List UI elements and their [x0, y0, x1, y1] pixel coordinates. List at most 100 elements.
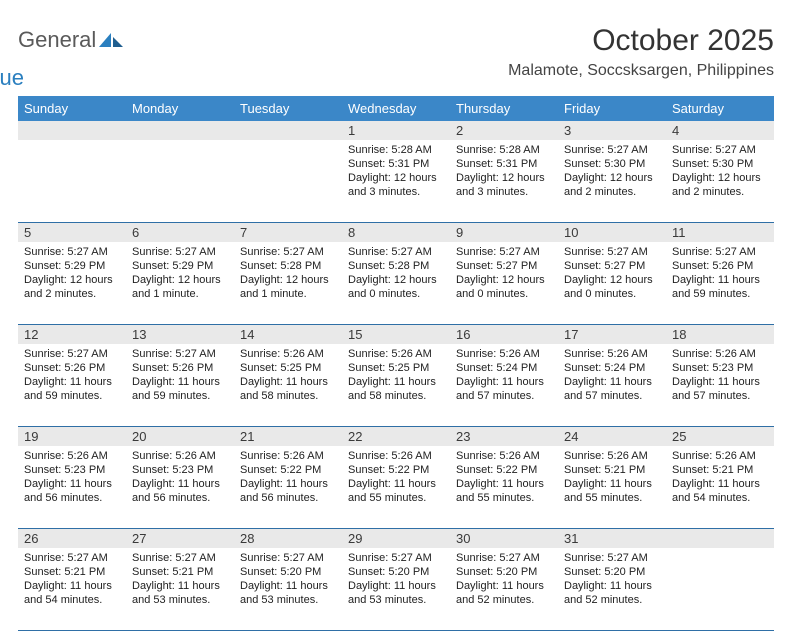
day-info-line: Sunset: 5:22 PM: [456, 463, 552, 477]
day-info-line: Daylight: 11 hours and 59 minutes.: [672, 273, 768, 301]
day-info-line: Sunrise: 5:27 AM: [672, 245, 768, 259]
day-number: 15: [342, 325, 450, 344]
day-info-line: Sunset: 5:30 PM: [564, 157, 660, 171]
day-number: 28: [234, 529, 342, 548]
day-info-line: Daylight: 12 hours and 0 minutes.: [456, 273, 552, 301]
brand-word-2: Blue: [0, 68, 24, 88]
week-row: Sunrise: 5:27 AM Sunset: 5:21 PM Daylight:…: [18, 548, 774, 631]
day-info-line: Sunset: 5:22 PM: [240, 463, 336, 477]
weekday-label: Saturday: [666, 96, 774, 121]
day-info-line: Sunset: 5:20 PM: [240, 565, 336, 579]
day-info-line: Sunset: 5:23 PM: [672, 361, 768, 375]
day-cell: Sunrise: 5:27 AMSunset: 5:28 PMDaylight:…: [234, 242, 342, 324]
weekday-label: Tuesday: [234, 96, 342, 121]
week-row: Sunrise: 5:28 AMSunset: 5:31 PMDaylight:…: [18, 140, 774, 223]
day-info-line: Sunset: 5:29 PM: [132, 259, 228, 273]
daynum-row: 1234: [18, 121, 774, 140]
day-number: 13: [126, 325, 234, 344]
day-info-line: Daylight: 12 hours and 1 minute.: [240, 273, 336, 301]
day-number: [666, 529, 774, 548]
day-info-line: Sunrise: 5:26 AM: [240, 347, 336, 361]
day-info-line: Daylight: 11 hours and 56 minutes.: [24, 477, 120, 505]
day-cell: Sunrise: 5:26 AMSunset: 5:23 PMDaylight:…: [126, 446, 234, 528]
day-info-line: Sunrise: 5:27 AM: [456, 551, 552, 565]
day-number: 18: [666, 325, 774, 344]
day-number: 29: [342, 529, 450, 548]
day-info-line: Sunset: 5:26 PM: [24, 361, 120, 375]
day-number: 1: [342, 121, 450, 140]
daynum-row: 12131415161718: [18, 325, 774, 344]
brand-line1: General: [18, 30, 125, 50]
day-number: 30: [450, 529, 558, 548]
day-cell: Sunrise: 5:27 AMSunset: 5:26 PMDaylight:…: [126, 344, 234, 426]
daynum-row: 567891011: [18, 223, 774, 242]
day-cell: Sunrise: 5:26 AMSunset: 5:23 PMDaylight:…: [18, 446, 126, 528]
day-info-line: Daylight: 12 hours and 0 minutes.: [564, 273, 660, 301]
day-cell: Sunrise: 5:27 AMSunset: 5:26 PMDaylight:…: [18, 344, 126, 426]
calendar-grid: SundayMondayTuesdayWednesdayThursdayFrid…: [18, 96, 774, 631]
day-number: 8: [342, 223, 450, 242]
day-cell: Sunrise: 5:27 AMSunset: 5:29 PMDaylight:…: [18, 242, 126, 324]
day-number: 24: [558, 427, 666, 446]
week-row: Sunrise: 5:27 AMSunset: 5:26 PMDaylight:…: [18, 344, 774, 427]
brand-text-wrap: General Blue: [18, 30, 125, 88]
title-block: October 2025 Malamote, Soccsksargen, Phi…: [508, 24, 774, 80]
day-info-line: Daylight: 11 hours and 55 minutes.: [564, 477, 660, 505]
day-cell: Sunrise: 5:27 AMSunset: 5:20 PMDaylight:…: [342, 548, 450, 630]
day-info-line: Sunset: 5:20 PM: [564, 565, 660, 579]
day-info-line: Daylight: 11 hours and 52 minutes.: [564, 579, 660, 607]
day-info-line: Sunrise: 5:27 AM: [564, 551, 660, 565]
day-info-line: Daylight: 11 hours and 56 minutes.: [240, 477, 336, 505]
day-info-line: Sunset: 5:21 PM: [672, 463, 768, 477]
day-number: 4: [666, 121, 774, 140]
day-number: 21: [234, 427, 342, 446]
day-info-line: Daylight: 12 hours and 3 minutes.: [348, 171, 444, 199]
day-cell: Sunrise: 5:27 AMSunset: 5:29 PMDaylight:…: [126, 242, 234, 324]
day-cell: Sunrise: 5:27 AMSunset: 5:26 PMDaylight:…: [666, 242, 774, 324]
day-number: 17: [558, 325, 666, 344]
day-number: 14: [234, 325, 342, 344]
day-info-line: Sunset: 5:24 PM: [564, 361, 660, 375]
day-info-line: Daylight: 11 hours and 53 minutes.: [348, 579, 444, 607]
day-info-line: Daylight: 11 hours and 58 minutes.: [348, 375, 444, 403]
day-cell: Sunrise: 5:26 AMSunset: 5:24 PMDaylight:…: [450, 344, 558, 426]
day-info-line: Daylight: 11 hours and 52 minutes.: [456, 579, 552, 607]
weekday-header: SundayMondayTuesdayWednesdayThursdayFrid…: [18, 96, 774, 121]
day-cell: Sunrise: 5:27 AMSunset: 5:20 PMDaylight:…: [558, 548, 666, 630]
day-info-line: Sunrise: 5:26 AM: [348, 449, 444, 463]
empty-cell: [234, 140, 342, 222]
day-info-line: Daylight: 11 hours and 57 minutes.: [456, 375, 552, 403]
day-info-line: Daylight: 12 hours and 1 minute.: [132, 273, 228, 301]
brand-sail-icon: [99, 31, 125, 49]
day-cell: Sunrise: 5:27 AMSunset: 5:27 PMDaylight:…: [558, 242, 666, 324]
day-number: [126, 121, 234, 140]
day-cell: Sunrise: 5:27 AMSunset: 5:21 PMDaylight:…: [18, 548, 126, 630]
day-number: 31: [558, 529, 666, 548]
day-number: 10: [558, 223, 666, 242]
day-info-line: Sunset: 5:27 PM: [456, 259, 552, 273]
day-cell: Sunrise: 5:27 AMSunset: 5:30 PMDaylight:…: [666, 140, 774, 222]
day-info-line: Sunset: 5:21 PM: [132, 565, 228, 579]
day-info-line: Daylight: 11 hours and 54 minutes.: [24, 579, 120, 607]
day-cell: Sunrise: 5:28 AMSunset: 5:31 PMDaylight:…: [450, 140, 558, 222]
day-info-line: Sunrise: 5:27 AM: [24, 245, 120, 259]
day-number: 16: [450, 325, 558, 344]
day-cell: Sunrise: 5:26 AMSunset: 5:25 PMDaylight:…: [234, 344, 342, 426]
day-info-line: Sunrise: 5:26 AM: [564, 347, 660, 361]
day-info-line: Sunrise: 5:26 AM: [132, 449, 228, 463]
day-number: 27: [126, 529, 234, 548]
day-info-line: Sunset: 5:27 PM: [564, 259, 660, 273]
day-info-line: Sunrise: 5:26 AM: [672, 449, 768, 463]
day-info-line: Sunset: 5:20 PM: [456, 565, 552, 579]
day-number: 3: [558, 121, 666, 140]
day-cell: Sunrise: 5:26 AMSunset: 5:22 PMDaylight:…: [342, 446, 450, 528]
day-info-line: Sunrise: 5:27 AM: [564, 245, 660, 259]
day-info-line: Daylight: 11 hours and 54 minutes.: [672, 477, 768, 505]
day-info-line: Daylight: 12 hours and 2 minutes.: [672, 171, 768, 199]
day-info-line: Sunset: 5:23 PM: [132, 463, 228, 477]
day-cell: Sunrise: 5:27 AMSunset: 5:21 PMDaylight:…: [126, 548, 234, 630]
day-cell: Sunrise: 5:26 AMSunset: 5:25 PMDaylight:…: [342, 344, 450, 426]
day-number: 9: [450, 223, 558, 242]
day-info-line: Sunrise: 5:26 AM: [456, 347, 552, 361]
week-row: Sunrise: 5:27 AMSunset: 5:29 PMDaylight:…: [18, 242, 774, 325]
